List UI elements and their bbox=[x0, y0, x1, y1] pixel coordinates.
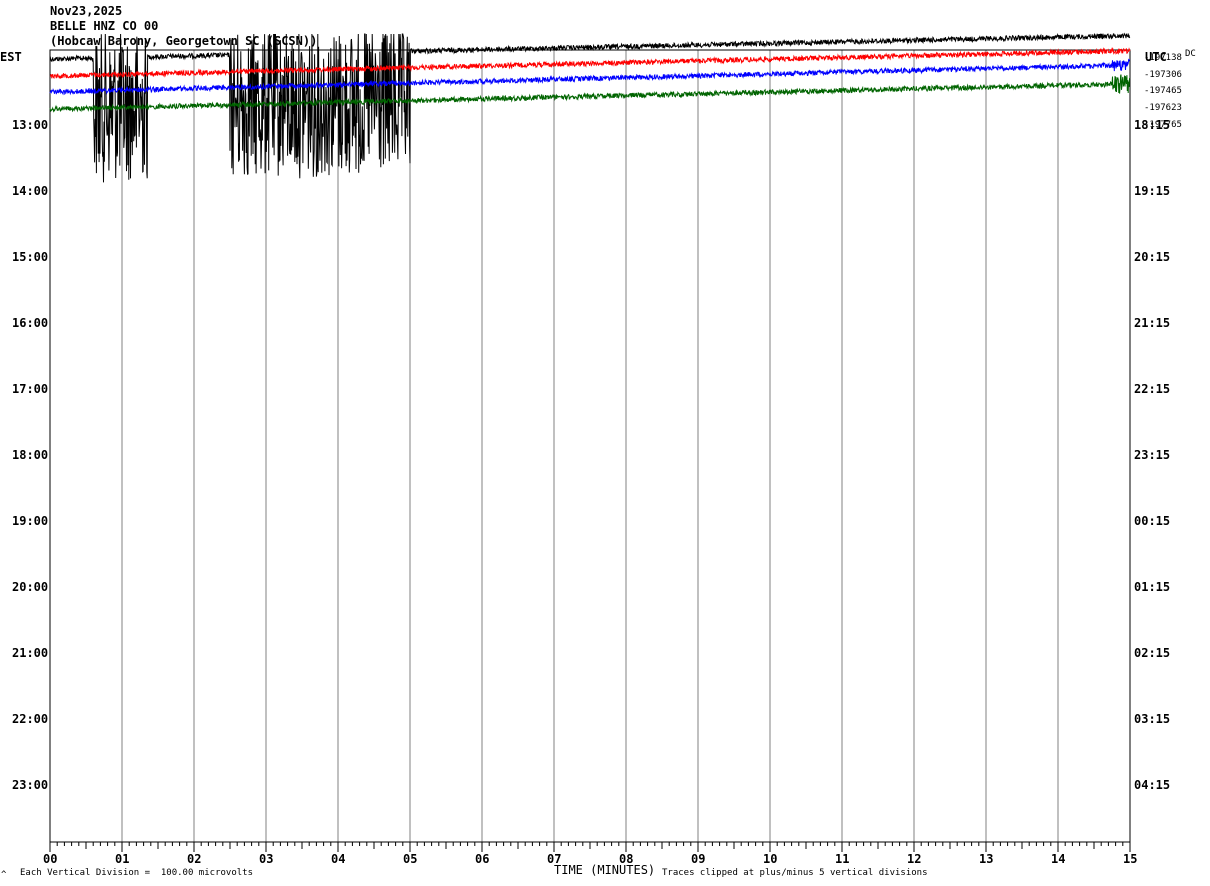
x-tick-label: 01 bbox=[115, 852, 130, 866]
x-tick-label: 07 bbox=[547, 852, 562, 866]
right-hour-label: 19:15 bbox=[1134, 184, 1171, 198]
left-hour-label: 17:00 bbox=[12, 382, 49, 396]
trace-line-4 bbox=[49, 74, 1131, 113]
left-hour-label: 22:00 bbox=[12, 712, 49, 726]
x-tick-label: 13 bbox=[979, 852, 994, 866]
plot-header: Nov23,2025 BELLE HNZ CO 00 (Hobcaw Baron… bbox=[50, 4, 317, 49]
left-hour-label: 14:00 bbox=[12, 184, 49, 198]
right-hour-label: 03:15 bbox=[1134, 712, 1171, 726]
right-hour-label: 22:15 bbox=[1134, 382, 1171, 396]
right-hour-label: 20:15 bbox=[1134, 250, 1171, 264]
x-tick-label: 14 bbox=[1051, 852, 1066, 866]
left-hour-label: 16:00 bbox=[12, 316, 49, 330]
left-hour-label: 20:00 bbox=[12, 580, 49, 594]
x-tick-label: 08 bbox=[619, 852, 634, 866]
x-axis-title: TIME (MINUTES) bbox=[554, 863, 656, 877]
left-timezone-label: EST bbox=[0, 50, 22, 64]
minute-gridlines bbox=[121, 50, 1059, 842]
x-tick-label: 05 bbox=[403, 852, 418, 866]
x-tick-label: 04 bbox=[331, 852, 346, 866]
left-hour-label: 15:00 bbox=[12, 250, 49, 264]
trace-line-3 bbox=[49, 58, 1131, 96]
dc-offset-label: -197306 bbox=[1144, 70, 1182, 80]
right-hour-label: 21:15 bbox=[1134, 316, 1171, 330]
plot-frame bbox=[49, 49, 1131, 843]
right-hour-label: 18:15 bbox=[1134, 118, 1171, 132]
trace-line-2 bbox=[49, 47, 1131, 80]
dc-label: DC bbox=[1185, 49, 1196, 59]
x-tick-label: 12 bbox=[907, 852, 922, 866]
x-tick-label: 00 bbox=[43, 852, 58, 866]
left-hour-label: 19:00 bbox=[12, 514, 49, 528]
date-label: Nov23,2025 bbox=[50, 4, 123, 18]
dc-offset-label: -197465 bbox=[1144, 86, 1182, 96]
dc-offset-label: -197138 bbox=[1144, 53, 1182, 63]
dc-offset-label: -197765 bbox=[1144, 120, 1182, 130]
x-tick-label: 11 bbox=[835, 852, 850, 866]
right-hour-label: 01:15 bbox=[1134, 580, 1171, 594]
x-tick-label: 02 bbox=[187, 852, 202, 866]
x-tick-label: 15 bbox=[1123, 852, 1138, 866]
right-hour-label: 04:15 bbox=[1134, 778, 1171, 792]
corner-mark: ^ bbox=[1, 870, 7, 880]
left-hour-label: 18:00 bbox=[12, 448, 49, 462]
x-tick-label: 10 bbox=[763, 852, 778, 866]
left-hour-label: 23:00 bbox=[12, 778, 49, 792]
x-tick-label: 09 bbox=[691, 852, 706, 866]
station-label: BELLE HNZ CO 00 bbox=[50, 19, 159, 33]
x-tick-label: 03 bbox=[259, 852, 274, 866]
right-hour-label: 02:15 bbox=[1134, 646, 1171, 660]
location-label: (Hobcaw Barony, Georgetown SC (SCSN)) bbox=[50, 34, 318, 48]
left-hour-label: 13:00 bbox=[12, 118, 49, 132]
scale-note: Each Vertical Division = 100.00 microvol… bbox=[20, 868, 253, 878]
left-hour-label: 21:00 bbox=[12, 646, 49, 660]
right-hour-label: 00:15 bbox=[1134, 514, 1171, 528]
x-tick-label: 06 bbox=[475, 852, 490, 866]
clip-note: Traces clipped at plus/minus 5 vertical … bbox=[662, 868, 928, 878]
minute-ticks bbox=[49, 842, 1131, 852]
right-hour-label: 23:15 bbox=[1134, 448, 1171, 462]
dc-offset-label: -197623 bbox=[1144, 103, 1182, 113]
trace-line-1 bbox=[49, 32, 1131, 183]
right-timezone-label: UTC bbox=[1145, 50, 1167, 64]
seismic-traces bbox=[49, 32, 1131, 183]
